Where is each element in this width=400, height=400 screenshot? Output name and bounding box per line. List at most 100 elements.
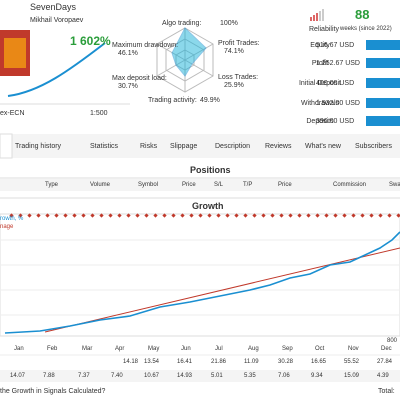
author: Mikhail Voropaev	[30, 17, 84, 24]
marker	[324, 213, 329, 218]
marker	[180, 213, 185, 218]
monthly-value: 14.93	[177, 373, 193, 379]
monthly-value: 30.28	[278, 359, 294, 365]
marker	[153, 213, 158, 218]
marker	[207, 213, 212, 218]
reliability-icon	[310, 9, 324, 21]
marker	[297, 213, 302, 218]
monthly-value: 5.01	[211, 373, 223, 379]
monthly-value: 7.37	[78, 373, 90, 379]
month: Oct	[315, 346, 325, 352]
month: Nov	[348, 346, 359, 352]
tab[interactable]: Subscribers	[355, 143, 392, 150]
month: Apr	[115, 346, 125, 352]
marker	[198, 213, 203, 218]
monthly-value: 7.40	[111, 373, 123, 379]
marker	[216, 213, 221, 218]
marker	[342, 213, 347, 218]
radar-label: Maximum drawdown:	[112, 42, 179, 49]
radar-value: 30.7%	[118, 83, 138, 90]
monthly-value: 21.86	[211, 359, 227, 365]
monthly-value: 55.52	[344, 359, 360, 365]
stat-label: Deposits	[306, 118, 334, 125]
radar-label: Loss Trades:	[218, 74, 259, 81]
marker	[36, 213, 41, 218]
radar-label: Max deposit load:	[112, 75, 167, 82]
radar-value: 49.9%	[200, 97, 220, 104]
monthly-value: 10.67	[144, 373, 160, 379]
stat-label: Equity	[310, 42, 330, 49]
monthly-value: 5.35	[244, 373, 256, 379]
growth: 1 602%	[70, 34, 111, 48]
stat-label: Profit	[311, 60, 329, 67]
monthly-value: 11.09	[244, 359, 259, 365]
marker	[162, 213, 167, 218]
tab[interactable]: Trading history	[15, 143, 62, 150]
column-header: Type	[45, 182, 59, 188]
month: Aug	[248, 346, 259, 352]
legend: nage	[0, 224, 14, 230]
chart-area	[0, 213, 400, 337]
marker	[333, 213, 338, 218]
marker	[252, 213, 257, 218]
section-title: Positions	[190, 165, 231, 175]
stat-value: 400.00 USD	[316, 80, 355, 87]
stat-bars	[366, 40, 400, 126]
month: Jan	[14, 346, 24, 352]
tab[interactable]: Reviews	[265, 143, 292, 150]
marker	[270, 213, 275, 218]
reliability: Reliability	[309, 26, 339, 33]
column-header: Price	[182, 182, 196, 188]
stat-value: 516.67 USD	[316, 42, 355, 49]
month: Jun	[181, 346, 191, 352]
marker	[54, 213, 59, 218]
marker	[9, 213, 14, 218]
month: Sep	[282, 346, 293, 352]
section-title: Growth	[192, 201, 224, 211]
leverage: 1:500	[90, 110, 108, 117]
stat-value: 1 532.00 USD	[316, 100, 360, 107]
marker	[243, 213, 248, 218]
stat-label: Withdrawals	[300, 100, 340, 107]
monthly-value: 14.18	[123, 359, 139, 365]
stat-value: 396.00 USD	[316, 118, 355, 125]
radar-value: 25.9%	[224, 82, 244, 89]
month: Jul	[215, 346, 223, 352]
marker	[225, 213, 230, 218]
radar-value: 100%	[220, 20, 238, 27]
column-header: T/P	[243, 182, 253, 188]
monthly-value: 7.06	[278, 373, 290, 379]
marker	[360, 213, 365, 218]
marker	[306, 213, 311, 218]
tab[interactable]: Slippage	[170, 143, 198, 150]
column-header: S/L	[214, 182, 224, 188]
tab[interactable]: Statistics	[90, 143, 119, 150]
tab-bar	[0, 134, 400, 158]
monthly-value: 7.88	[43, 373, 55, 379]
radar-label: Profit Trades:	[218, 40, 260, 47]
monthly-value: 27.84	[377, 359, 393, 365]
marker	[378, 213, 383, 218]
column-header: Price	[278, 182, 292, 188]
marker	[18, 213, 23, 218]
radar-value: 74.1%	[224, 48, 244, 55]
marker	[279, 213, 284, 218]
mini-growth	[7, 42, 106, 97]
marker	[90, 213, 95, 218]
month: Dec	[381, 346, 392, 352]
tab[interactable]: What's new	[305, 143, 341, 150]
marker	[351, 213, 356, 218]
marker	[387, 213, 392, 218]
tab[interactable]: Description	[215, 143, 251, 150]
weeks-label: weeks (since 2022)	[340, 26, 392, 32]
avatar-icon	[4, 38, 26, 68]
active-tab	[0, 133, 13, 159]
marker	[99, 213, 104, 218]
monthly-value: 4.39	[377, 373, 389, 379]
marker	[81, 213, 86, 218]
column-header: Symbol	[138, 182, 159, 188]
marker	[27, 213, 32, 218]
tab[interactable]: Risks	[140, 143, 158, 150]
